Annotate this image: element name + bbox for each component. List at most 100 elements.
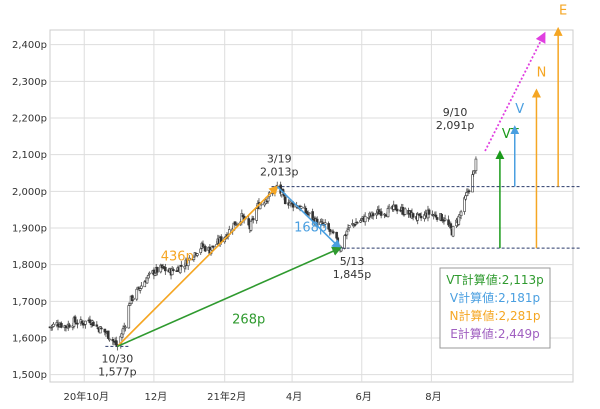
legend: VT計算値:2,113p V計算値:2,181p N計算値:2,281p E計算値:2… (439, 267, 551, 349)
candle-body (379, 211, 383, 216)
axes: 1,500p 1,600p 1,700p 1,800p 1,900p 2,000p 2,10… (12, 40, 442, 403)
candle-body (180, 264, 183, 267)
candle-body (335, 231, 338, 239)
x-tick-label: 4月 (286, 391, 302, 403)
candle-body (434, 214, 438, 218)
candle-body (327, 223, 330, 230)
candle-body (178, 265, 182, 274)
y-tick-label: 1,900p (12, 224, 47, 235)
target-label: VT (502, 127, 519, 142)
candle-body (146, 275, 150, 279)
candle-body (52, 323, 55, 327)
point-value-label: 1,577p (98, 365, 136, 378)
candle-body (395, 208, 399, 212)
plot-frame (49, 29, 574, 383)
candle-body (459, 211, 463, 217)
y-tick-label: 2,000p (12, 187, 47, 198)
wave-label: 436p (161, 250, 194, 265)
point-value-label: 2,091p (436, 119, 474, 132)
candle-body (92, 321, 95, 327)
candle-body (401, 206, 405, 215)
candle-body (343, 235, 346, 249)
candle-body (60, 323, 63, 328)
candle-body (138, 288, 142, 291)
candle-body (247, 218, 250, 226)
candle-body (363, 216, 367, 223)
wave-arrow (116, 185, 279, 347)
candle-body (251, 218, 255, 221)
candle-body (457, 215, 461, 225)
x-tick-label: 8月 (425, 391, 441, 403)
candle-body (196, 253, 199, 256)
overlays: 436p 168p 268p 10/301,577p 3/192,013p 5/131,8… (98, 4, 581, 378)
y-tick-label: 2,100p (12, 150, 47, 161)
candle-body (311, 211, 314, 221)
y-tick-label: 2,300p (12, 77, 47, 88)
point-date-label: 9/10 (443, 106, 468, 119)
x-tick-label: 12月 (145, 391, 168, 403)
candle-body (375, 212, 378, 216)
wave-label: 268p (232, 312, 265, 327)
legend-box (439, 267, 551, 349)
point-value-label: 2,013p (260, 166, 298, 179)
candle-body (360, 218, 364, 221)
candle-body (68, 324, 71, 328)
candle-body (371, 213, 375, 217)
candle-body (127, 305, 131, 329)
candle-body (255, 208, 258, 221)
candle-body (135, 288, 139, 300)
candle-body (84, 320, 87, 325)
candle-body (345, 230, 349, 236)
candle-body (124, 326, 127, 329)
y-tick-label: 1,700p (12, 297, 47, 308)
candle-body (474, 158, 478, 171)
candlesticks (48, 156, 478, 351)
candle-body (145, 277, 149, 284)
candle-body (211, 245, 215, 248)
candle-body (419, 215, 423, 219)
y-tick-label: 1,500p (12, 370, 47, 381)
candle-body (355, 221, 359, 224)
legend-entry: V計算値:2,181p (450, 290, 540, 305)
candle-body (111, 339, 115, 342)
candle-body (140, 285, 143, 289)
point-date-label: 5/13 (340, 255, 365, 268)
candle-body (418, 213, 422, 216)
candle-body (148, 272, 151, 275)
candle-body (283, 196, 287, 205)
candle-body (307, 212, 311, 215)
target-label: N (537, 65, 547, 80)
candle-body (132, 297, 135, 300)
candle-body (235, 222, 239, 225)
candle-body (106, 330, 110, 339)
point-value-label: 1,845p (333, 268, 371, 281)
candle-body (183, 266, 187, 269)
legend-entry: VT計算値:2,113p (446, 272, 544, 287)
candle-body (463, 197, 466, 212)
candle-body (427, 209, 431, 215)
candle-body (435, 217, 439, 220)
candle-body (299, 206, 303, 209)
candle-body (464, 195, 467, 200)
candle-body (95, 324, 99, 327)
candle-body (266, 197, 270, 202)
candle-body (305, 211, 309, 214)
candle-body (249, 220, 253, 231)
legend-entry: N計算値:2,281p (450, 308, 541, 323)
wave-arrow (276, 185, 342, 250)
projection-line (484, 31, 546, 152)
candle-body (204, 246, 207, 252)
target-label: V (515, 102, 524, 117)
candle-body (108, 338, 111, 341)
candle-body (449, 223, 453, 229)
candle-body (386, 208, 390, 218)
y-tick-label: 2,200p (12, 114, 47, 125)
candle-body (172, 269, 175, 272)
candle-body (471, 174, 474, 193)
x-tick-label: 6月 (356, 391, 372, 403)
candle-body (156, 267, 159, 273)
candle-body (88, 319, 92, 323)
candle-body (80, 320, 84, 324)
point-date-label: 3/19 (267, 153, 292, 166)
